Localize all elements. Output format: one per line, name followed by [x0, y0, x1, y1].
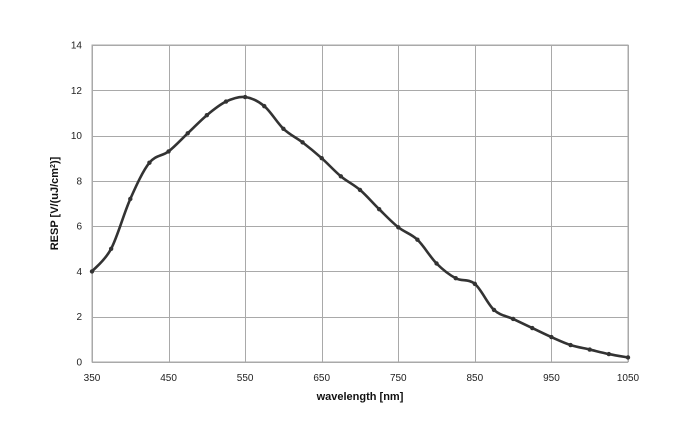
x-tick-label: 850 [467, 373, 484, 384]
x-tick-label: 1050 [617, 373, 640, 384]
y-tick-label: 2 [76, 312, 82, 323]
data-point [185, 131, 190, 136]
y-tick-label: 10 [71, 131, 83, 142]
data-point [587, 347, 592, 352]
data-point [166, 149, 171, 154]
data-point [568, 342, 573, 348]
plot-area-frame [91, 44, 629, 363]
series-layer [89, 94, 631, 360]
x-tick-label: 950 [543, 373, 560, 384]
y-tick-label: 12 [71, 86, 83, 97]
data-point [472, 281, 478, 287]
data-point [338, 174, 344, 179]
data-point [376, 206, 382, 212]
data-point [606, 351, 612, 357]
data-point [357, 187, 363, 193]
x-axis-title: wavelength [nm] [316, 391, 404, 403]
grid [92, 45, 629, 363]
y-tick-label: 0 [76, 358, 82, 369]
data-point [396, 225, 401, 230]
y-tick-label: 14 [71, 41, 83, 52]
y-tick-label: 4 [76, 267, 82, 278]
x-tick-label: 750 [390, 373, 407, 384]
data-point [147, 160, 152, 165]
data-point [530, 325, 535, 331]
y-tick-labels: 0 2 4 6 8 10 12 14 [71, 41, 83, 369]
data-point [453, 276, 458, 281]
y-axis-title: RESP [V/(uJ/cm2)] [49, 156, 61, 250]
x-tick-label: 450 [160, 373, 177, 384]
x-tick-labels: 350 450 550 650 750 850 950 1050 [84, 373, 640, 384]
data-point [204, 112, 210, 118]
data-point [625, 355, 631, 360]
y-tick-label: 6 [76, 222, 82, 233]
data-point [108, 246, 114, 251]
y-axis-title-tail: )] [49, 156, 61, 164]
data-point [510, 316, 516, 322]
x-tick-label: 650 [313, 373, 330, 384]
data-point [89, 269, 95, 274]
data-point [128, 196, 133, 202]
x-tick-label: 350 [84, 373, 101, 384]
data-point [300, 140, 305, 145]
data-point [242, 94, 248, 100]
data-point [434, 261, 439, 266]
y-tick-label: 8 [76, 176, 82, 187]
data-point [549, 334, 554, 340]
data-point [415, 237, 420, 242]
y-axis-title-main: RESP [V/(uJ/cm [49, 168, 61, 251]
data-point [491, 307, 497, 313]
x-tick-label: 550 [237, 373, 254, 384]
data-point [281, 126, 286, 131]
data-point [262, 103, 267, 109]
data-point [319, 156, 324, 161]
data-point [223, 99, 229, 104]
y-axis-title-superscript: 2 [50, 164, 57, 168]
